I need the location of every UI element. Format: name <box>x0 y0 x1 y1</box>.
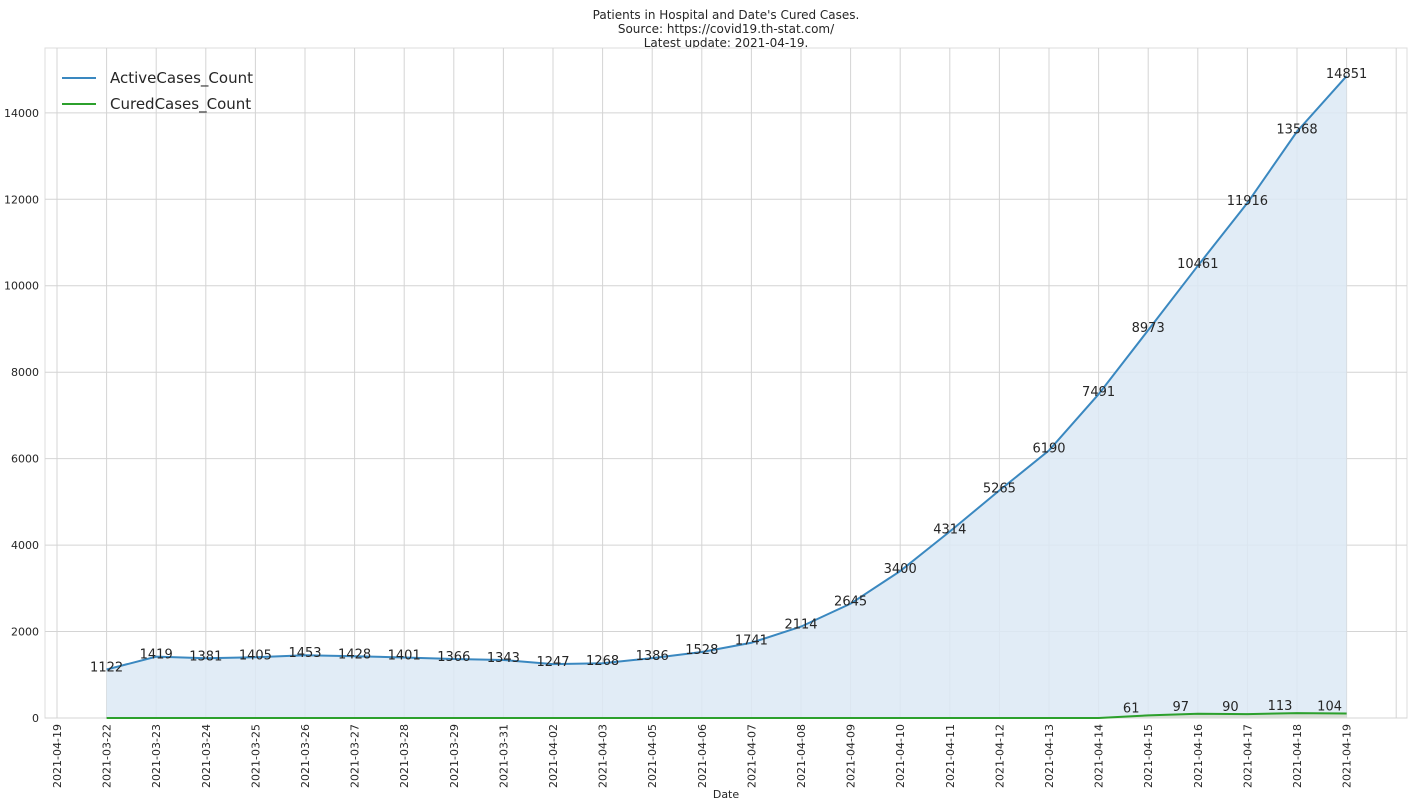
y-tick-label: 8000 <box>11 366 39 379</box>
y-tick-label: 10000 <box>4 280 39 293</box>
legend-label: ActiveCases_Count <box>110 69 253 88</box>
data-label: 7491 <box>1082 385 1115 400</box>
x-tick-label: 2021-04-07 <box>745 724 758 788</box>
data-label: 5265 <box>983 481 1016 496</box>
x-tick-label: 2021-04-09 <box>845 724 858 788</box>
data-label: 2645 <box>834 595 867 610</box>
legend-label: CuredCases_Count <box>110 95 251 114</box>
data-label: 1381 <box>189 649 222 664</box>
x-tick-label: 2021-03-27 <box>349 724 362 788</box>
data-label: 1343 <box>487 651 520 666</box>
data-label: 1268 <box>586 654 619 669</box>
x-tick-label: 2021-03-22 <box>101 724 114 788</box>
x-tick-label: 2021-04-06 <box>696 724 709 788</box>
x-tick-label: 2021-03-25 <box>249 724 262 788</box>
x-tick-label: 2021-04-02 <box>547 724 560 788</box>
x-tick-label: 2021-03-23 <box>150 724 163 788</box>
data-label: 6190 <box>1032 441 1065 456</box>
x-tick-label: 2021-04-03 <box>597 724 610 788</box>
x-tick-label: 2021-04-16 <box>1192 724 1205 788</box>
data-label: 8973 <box>1132 321 1165 336</box>
chart-subtitle: Source: https://covid19.th-stat.com/ <box>618 22 835 36</box>
y-tick-label: 6000 <box>11 453 39 466</box>
data-label: 1122 <box>90 661 123 676</box>
data-label: 1528 <box>685 643 718 658</box>
data-label: 2114 <box>784 618 817 633</box>
data-label: 104 <box>1317 700 1342 715</box>
data-label: 1401 <box>388 648 421 663</box>
x-tick-label: 2021-04-08 <box>795 724 808 788</box>
x-tick-label: 2021-04-19 <box>51 724 64 788</box>
x-tick-label: 2021-03-29 <box>448 724 461 788</box>
series-line <box>106 712 1347 719</box>
x-tick-label: 2021-03-24 <box>200 724 213 788</box>
data-label: 14851 <box>1326 67 1367 82</box>
data-label: 1453 <box>288 646 321 661</box>
data-label: 13568 <box>1276 123 1317 138</box>
x-tick-label: 2021-03-28 <box>398 724 411 788</box>
x-tick-label: 2021-04-15 <box>1142 724 1155 788</box>
x-tick-label: 2021-04-13 <box>1043 724 1056 788</box>
data-label: 90 <box>1222 700 1239 715</box>
y-tick-label: 0 <box>32 712 39 725</box>
y-tick-label: 12000 <box>4 193 39 206</box>
x-tick-label: 2021-04-12 <box>993 724 1006 788</box>
data-label: 113 <box>1268 699 1293 714</box>
x-tick-label: 2021-04-11 <box>944 724 957 788</box>
data-label: 10461 <box>1177 257 1218 272</box>
y-tick-label: 14000 <box>4 107 39 120</box>
x-tick-label: 2021-04-18 <box>1291 724 1304 788</box>
y-tick-label: 4000 <box>11 539 39 552</box>
data-label: 1419 <box>140 648 173 663</box>
x-tick-label: 2021-04-05 <box>646 724 659 788</box>
data-label: 11916 <box>1227 194 1268 209</box>
x-tick-label: 2021-03-31 <box>497 724 510 788</box>
data-label: 61 <box>1123 701 1140 716</box>
data-label: 4314 <box>933 523 966 538</box>
data-label: 1428 <box>338 647 371 662</box>
x-axis-label: Date <box>713 788 740 801</box>
x-tick-label: 2021-04-17 <box>1241 724 1254 788</box>
series-line <box>106 75 1348 671</box>
x-tick-label: 2021-03-26 <box>299 724 312 788</box>
data-label: 97 <box>1173 700 1190 715</box>
chart-subtitle: Latest update: 2021-04-19. <box>644 36 809 50</box>
series-area <box>106 713 1347 718</box>
x-tick-label: 2021-04-14 <box>1093 724 1106 788</box>
data-label: 1247 <box>536 655 569 670</box>
y-tick-label: 2000 <box>11 626 39 639</box>
series-area <box>106 76 1347 719</box>
data-label: 1386 <box>636 649 669 664</box>
data-label: 1405 <box>239 648 272 663</box>
x-tick-label: 2021-04-10 <box>894 724 907 788</box>
chart-title: Patients in Hospital and Date's Cured Ca… <box>593 8 860 22</box>
data-label: 3400 <box>884 562 917 577</box>
data-label: 1366 <box>437 650 470 665</box>
x-tick-label: 2021-04-19 <box>1341 724 1354 788</box>
data-label: 1741 <box>735 634 768 649</box>
